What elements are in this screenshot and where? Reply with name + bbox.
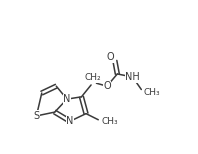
Text: O: O	[103, 81, 111, 91]
Text: NH: NH	[125, 72, 140, 82]
Text: O: O	[107, 53, 114, 63]
Text: S: S	[33, 111, 39, 121]
Text: N: N	[63, 94, 71, 104]
Text: CH₃: CH₃	[101, 117, 118, 126]
Text: CH₃: CH₃	[143, 88, 160, 97]
Text: N: N	[66, 116, 74, 126]
Text: CH₂: CH₂	[85, 73, 102, 82]
